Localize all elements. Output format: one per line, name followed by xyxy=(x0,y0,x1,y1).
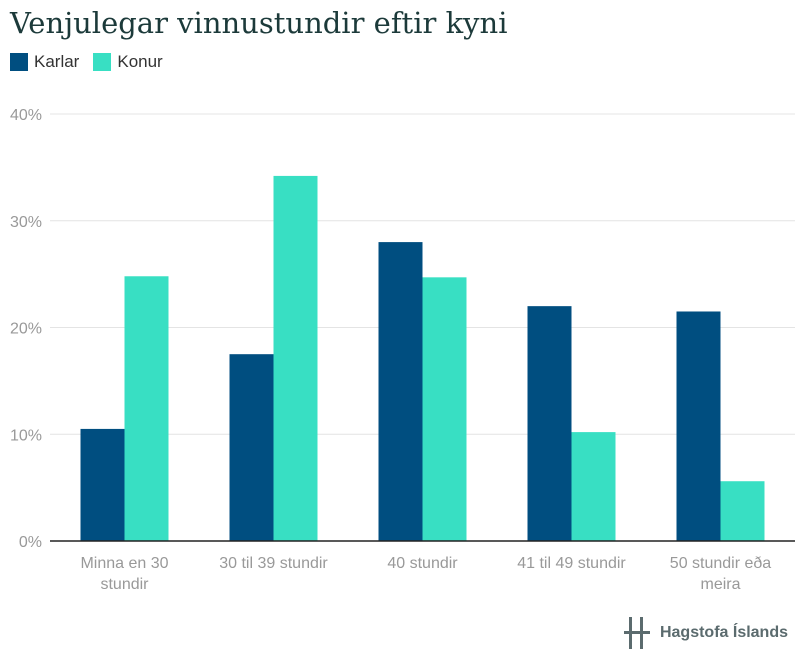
y-tick-label-0: 0% xyxy=(19,534,42,551)
footer-brand: Hagstofa Íslands xyxy=(623,616,788,650)
bar-karlar-2 xyxy=(378,242,423,541)
chart-title: Venjulegar vinnustundir eftir kyni xyxy=(10,6,508,40)
legend: Karlar Konur xyxy=(10,52,163,72)
bar-karlar-1 xyxy=(229,354,274,541)
legend-swatch-karlar xyxy=(10,53,28,71)
y-tick-label-30: 30% xyxy=(10,214,42,231)
x-tick-label-2: 40 stundir xyxy=(387,555,458,572)
x-tick-label-4: 50 stundir eða meira xyxy=(670,555,772,593)
hagstofa-logo-icon xyxy=(623,617,650,649)
bar-karlar-3 xyxy=(527,306,572,541)
legend-label-karlar: Karlar xyxy=(34,52,80,71)
bar-konur-1 xyxy=(273,175,318,542)
y-tick-label-40: 40% xyxy=(10,107,42,124)
bar-konur-4 xyxy=(720,481,765,541)
legend-item-karlar[interactable]: Karlar xyxy=(10,52,79,72)
x-tick-label-3: 41 til 49 stundir xyxy=(517,555,626,572)
brand-name: Hagstofa Íslands xyxy=(659,624,788,641)
bar-konur-2 xyxy=(422,277,467,541)
x-tick-label-0: Minna en 30 stundir xyxy=(80,555,168,593)
y-tick-label-20: 20% xyxy=(10,321,42,338)
bar-konur-0 xyxy=(124,276,169,541)
bar-karlar-4 xyxy=(676,311,721,541)
bar-konur-3 xyxy=(571,432,616,541)
legend-label-konur: Konur xyxy=(117,52,163,71)
legend-swatch-konur xyxy=(93,53,112,71)
y-tick-label-10: 10% xyxy=(10,427,42,444)
x-tick-label-1: 30 til 39 stundir xyxy=(219,555,328,572)
bar-karlar-0 xyxy=(80,428,125,541)
legend-item-konur[interactable]: Konur xyxy=(93,52,163,72)
